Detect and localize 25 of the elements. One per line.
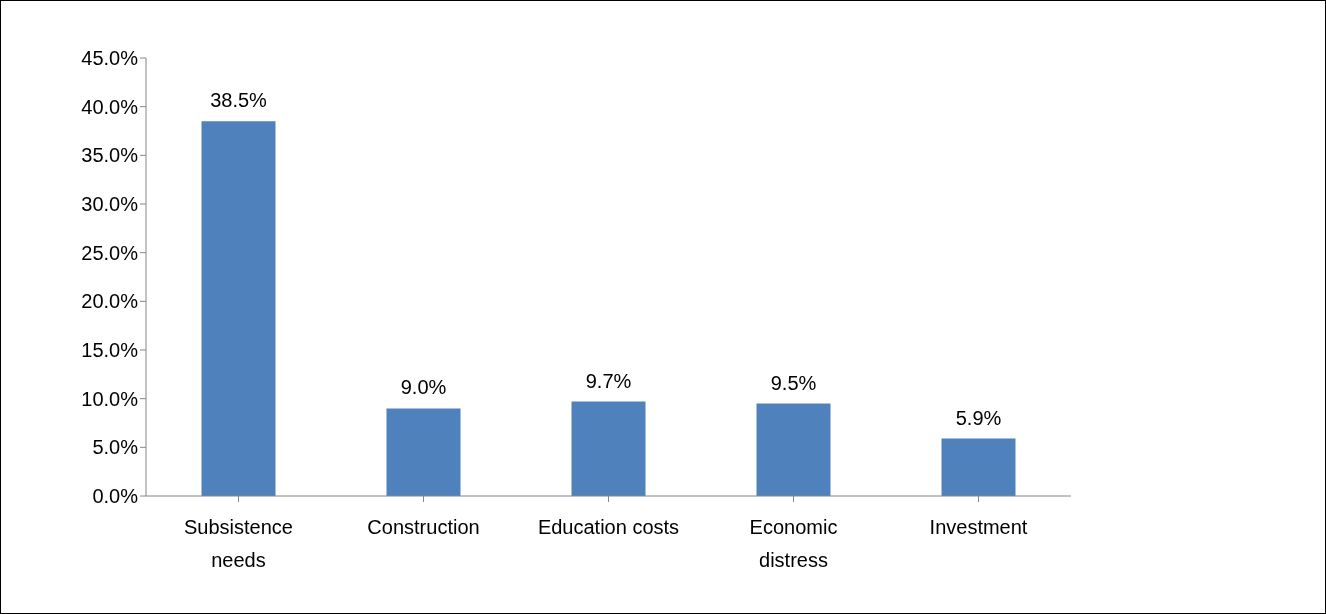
bar [386,408,461,496]
y-tick-label: 20.0% [81,290,139,313]
y-tick-label: 35.0% [81,144,139,167]
data-label: 9.5% [770,371,817,394]
y-tick-label: 10.0% [81,387,139,410]
data-label: 38.5% [210,89,268,112]
bar [571,401,646,496]
bar [201,121,276,496]
x-tick-label: Economic distress [749,516,838,571]
data-label: 9.7% [585,369,632,392]
bar [756,403,831,496]
data-label: 9.0% [400,376,447,399]
y-tick-label: 45.0% [81,47,139,70]
y-tick-label: 15.0% [81,339,139,362]
x-tick-label: Investment [929,516,1028,538]
bar [941,438,1016,496]
y-tick-label: 5.0% [92,436,139,459]
y-tick-label: 25.0% [81,241,139,264]
y-tick-label: 30.0% [81,193,139,216]
data-label: 5.9% [955,406,1002,429]
x-tick-label: Construction [367,516,480,538]
y-tick-label: 0.0% [92,485,139,508]
y-tick-label: 40.0% [81,95,139,118]
x-tick-label: Subsistence needs [184,516,293,571]
x-tick-label: Education costs [537,516,680,538]
